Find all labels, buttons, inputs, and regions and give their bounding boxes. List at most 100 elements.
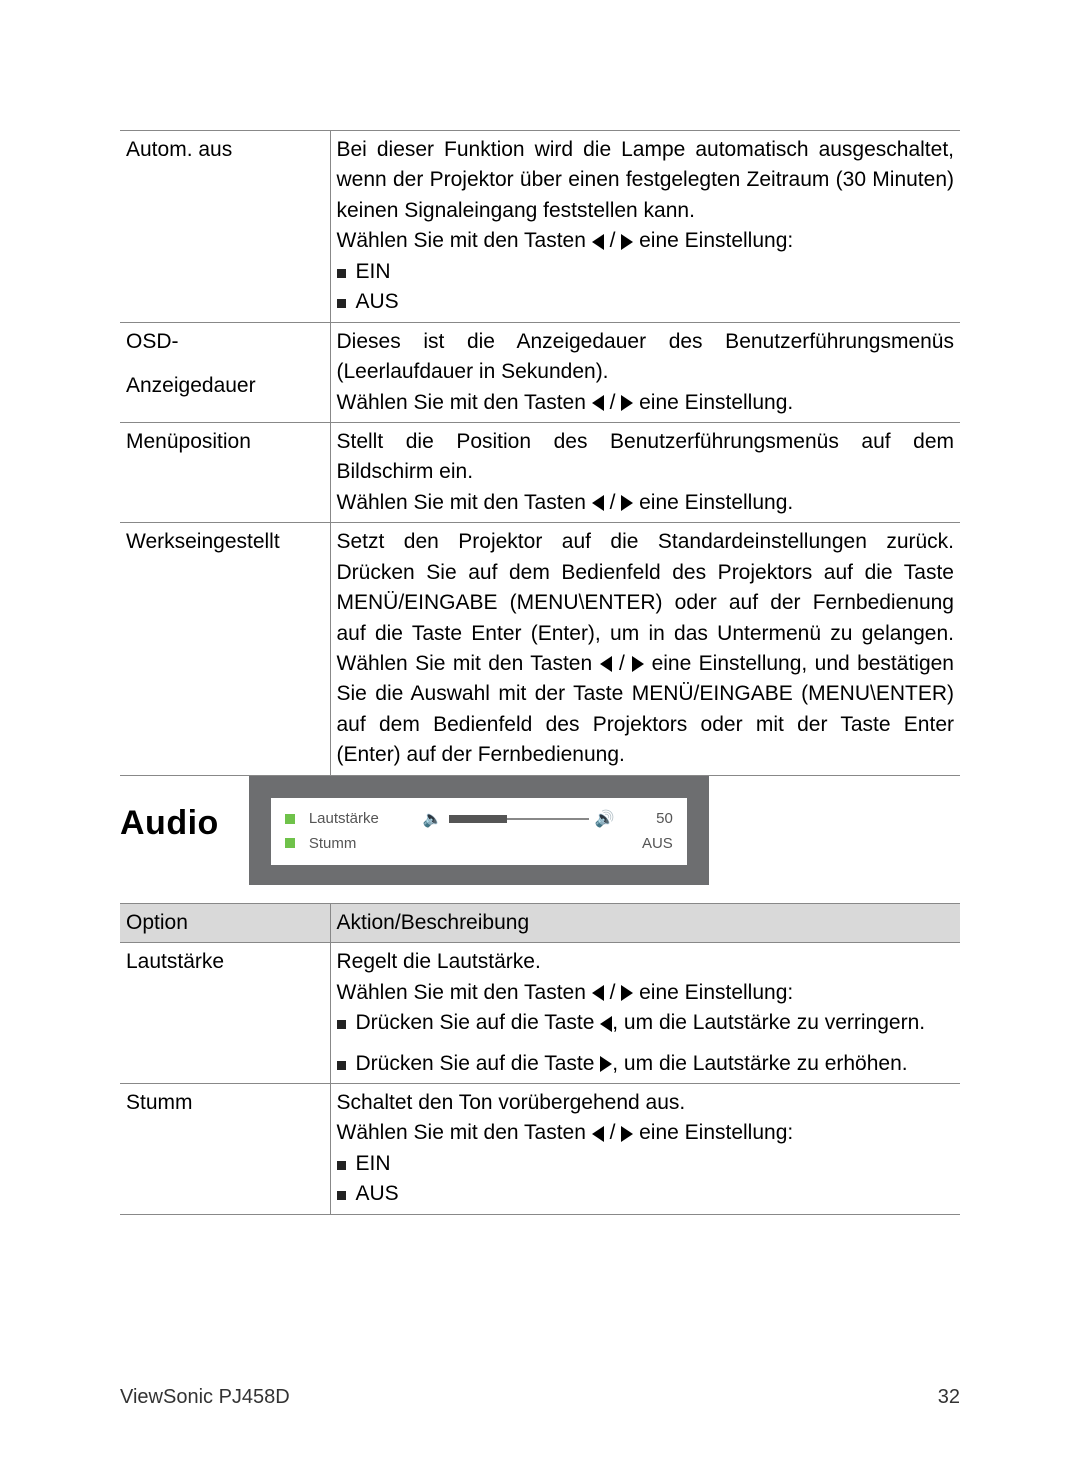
b-post: , um die Lautstärke zu verringern. (612, 1011, 925, 1034)
choose-line: Wählen Sie mit den Tasten / eine Einstel… (337, 978, 955, 1008)
bullet-item: EIN (337, 1149, 955, 1179)
bullet-item: EIN (337, 257, 955, 287)
description-text: Dieses ist die Anzeigedauer des Benutzer… (337, 327, 955, 388)
description-text: Regelt die Lautstärke. (337, 947, 955, 977)
bullet-item: Drücken Sie auf die Taste , um die Lauts… (337, 1008, 955, 1038)
page-content: Autom. aus Bei dieser Funktion wird die … (0, 0, 1080, 1255)
table-row: Lautstärke Regelt die Lautstärke. Wählen… (120, 943, 960, 1084)
square-bullet-icon (337, 299, 346, 308)
arrow-left-icon (592, 495, 604, 511)
choose-line: Wählen Sie mit den Tasten / eine Einstel… (337, 226, 955, 256)
osd-value: AUS (629, 835, 673, 852)
label-line: Anzeigedauer (126, 371, 324, 401)
osd-row-mute: Stumm AUS (285, 832, 673, 855)
setting-label: Stumm (120, 1083, 330, 1214)
choose-suffix: eine Einstellung: (633, 1121, 793, 1144)
bullet-item: Drücken Sie auf die Taste , um die Lauts… (337, 1049, 955, 1079)
choose-suffix: eine Einstellung. (633, 391, 793, 414)
b-post: , um die Lautstärke zu erhöhen. (612, 1052, 907, 1075)
choose-line: Wählen Sie mit den Tasten / eine Einstel… (337, 488, 955, 518)
table-header-row: Option Aktion/Beschreibung (120, 903, 960, 942)
bullet-text: Drücken Sie auf die Taste , um die Lauts… (356, 1049, 955, 1079)
volume-slider: 🔈 🔊 (423, 809, 615, 829)
choose-prefix: Wählen Sie mit den Tasten (337, 391, 592, 414)
choose-prefix: Wählen Sie mit den Tasten (337, 229, 592, 252)
square-bullet-icon (337, 1020, 346, 1029)
bullet-item: AUS (337, 1179, 955, 1209)
square-bullet-icon (337, 1161, 346, 1170)
arrow-right-icon (621, 1126, 633, 1142)
settings-table-1: Autom. aus Bei dieser Funktion wird die … (120, 130, 960, 776)
audio-table: Option Aktion/Beschreibung Lautstärke Re… (120, 903, 960, 1215)
description-text: Schaltet den Ton vorübergehend aus. (337, 1088, 955, 1118)
page-footer: ViewSonic PJ458D 32 (120, 1386, 960, 1409)
setting-label: Autom. aus (120, 131, 330, 323)
choose-prefix: Wählen Sie mit den Tasten (337, 1121, 592, 1144)
setting-label: Lautstärke (120, 943, 330, 1084)
square-bullet-icon (337, 1191, 346, 1200)
description-text: Setzt den Projektor auf die Standardeins… (337, 527, 955, 771)
arrow-right-icon (621, 985, 633, 1001)
osd-label: Stumm (309, 835, 409, 852)
choose-prefix: Wählen Sie mit den Tasten (337, 491, 592, 514)
arrow-left-icon (592, 985, 604, 1001)
table-row: Autom. aus Bei dieser Funktion wird die … (120, 131, 960, 323)
description-text: Stellt die Position des Benutzerführungs… (337, 427, 955, 488)
table-row: OSD- Anzeigedauer Dieses ist die Anzeige… (120, 322, 960, 422)
arrow-right-icon (600, 1056, 612, 1072)
table-row: Menüposition Stellt die Position des Ben… (120, 422, 960, 522)
header-action: Aktion/Beschreibung (330, 903, 960, 942)
osd-value: 50 (629, 810, 673, 827)
bullet-text: Drücken Sie auf die Taste , um die Lauts… (356, 1008, 955, 1038)
arrow-right-icon (621, 234, 633, 250)
setting-description: Schaltet den Ton vorübergehend aus. Wähl… (330, 1083, 960, 1214)
choose-line: Wählen Sie mit den Tasten / eine Einstel… (337, 388, 955, 418)
bullet-item: AUS (337, 287, 955, 317)
b-pre: Drücken Sie auf die Taste (356, 1011, 601, 1034)
dot-icon (285, 838, 295, 848)
bullet-text: EIN (356, 1149, 391, 1179)
setting-description: Bei dieser Funktion wird die Lampe autom… (330, 131, 960, 323)
footer-product: ViewSonic PJ458D (120, 1386, 290, 1409)
choose-prefix: Wählen Sie mit den Tasten (337, 981, 592, 1004)
setting-description: Setzt den Projektor auf die Standardeins… (330, 523, 960, 776)
header-option: Option (120, 903, 330, 942)
square-bullet-icon (337, 1061, 346, 1070)
description-text: Bei dieser Funktion wird die Lampe autom… (337, 135, 955, 226)
b-pre: Drücken Sie auf die Taste (356, 1052, 601, 1075)
arrow-left-icon (592, 395, 604, 411)
arrow-right-icon (621, 495, 633, 511)
footer-page-number: 32 (938, 1386, 960, 1409)
setting-description: Regelt die Lautstärke. Wählen Sie mit de… (330, 943, 960, 1084)
arrow-left-icon (600, 1016, 612, 1032)
osd-row-volume: Lautstärke 🔈 🔊 50 (285, 806, 673, 832)
slider-track (449, 818, 589, 820)
osd-inner: Lautstärke 🔈 🔊 50 Stumm AUS (271, 798, 687, 865)
setting-label: Menüposition (120, 422, 330, 522)
square-bullet-icon (337, 269, 346, 278)
setting-label: Werkseingestellt (120, 523, 330, 776)
choose-suffix: eine Einstellung. (633, 491, 793, 514)
table-row: Stumm Schaltet den Ton vorübergehend aus… (120, 1083, 960, 1214)
table-row: Werkseingestellt Setzt den Projektor auf… (120, 523, 960, 776)
setting-label: OSD- Anzeigedauer (120, 322, 330, 422)
arrow-right-icon (632, 656, 644, 672)
arrow-right-icon (621, 395, 633, 411)
osd-label: Lautstärke (309, 810, 409, 827)
bullet-text: AUS (356, 1179, 399, 1209)
speaker-low-icon: 🔈 (423, 809, 443, 829)
bullet-text: EIN (356, 257, 391, 287)
label-line: OSD- (126, 327, 324, 357)
osd-panel: Lautstärke 🔈 🔊 50 Stumm AUS (249, 776, 709, 885)
choose-suffix: eine Einstellung: (633, 981, 793, 1004)
section-title-audio: Audio (120, 804, 219, 843)
speaker-high-icon: 🔊 (595, 809, 615, 829)
audio-section-header: Audio Lautstärke 🔈 🔊 50 Stumm (120, 776, 960, 885)
dot-icon (285, 814, 295, 824)
bullet-text: AUS (356, 287, 399, 317)
choose-line: Wählen Sie mit den Tasten / eine Einstel… (337, 1118, 955, 1148)
arrow-left-icon (592, 234, 604, 250)
arrow-left-icon (600, 656, 612, 672)
setting-description: Dieses ist die Anzeigedauer des Benutzer… (330, 322, 960, 422)
arrow-left-icon (592, 1126, 604, 1142)
